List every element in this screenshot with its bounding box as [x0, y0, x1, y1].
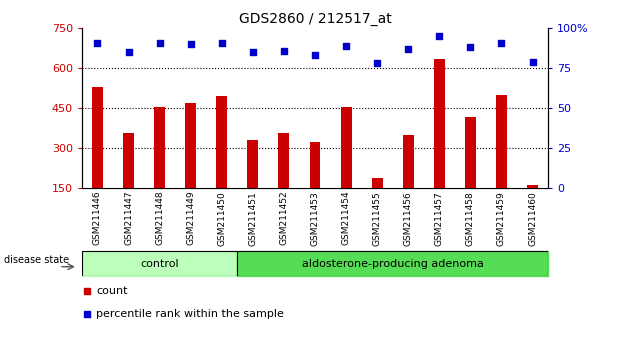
Point [310, 53, 320, 58]
Bar [185, 103, 196, 188]
Text: aldosterone-producing adenoma: aldosterone-producing adenoma [302, 259, 484, 269]
Bar [123, 133, 134, 188]
Bar [527, 185, 538, 188]
Point [403, 46, 413, 52]
Bar [434, 59, 445, 188]
Bar [238, 251, 548, 276]
Text: GSM211447: GSM211447 [124, 191, 133, 245]
Bar [154, 107, 165, 188]
Bar [465, 117, 476, 188]
Bar [82, 251, 238, 276]
Bar [248, 140, 258, 188]
Point [496, 40, 507, 46]
Text: GSM211457: GSM211457 [435, 191, 444, 246]
Text: GSM211452: GSM211452 [280, 191, 289, 245]
Title: GDS2860 / 212517_at: GDS2860 / 212517_at [239, 12, 391, 26]
Bar [403, 135, 414, 188]
Point [186, 41, 196, 47]
Text: GSM211448: GSM211448 [155, 191, 164, 245]
Point [217, 40, 227, 46]
Point [527, 59, 537, 65]
Point [434, 34, 444, 39]
Point [93, 40, 103, 46]
Bar [309, 143, 321, 188]
Text: GSM211446: GSM211446 [93, 191, 102, 245]
Text: GSM211456: GSM211456 [404, 191, 413, 246]
Text: GSM211455: GSM211455 [373, 191, 382, 246]
Bar [278, 133, 289, 188]
Text: GSM211459: GSM211459 [497, 191, 506, 246]
Bar [496, 95, 507, 188]
Point [154, 40, 164, 46]
Text: GSM211449: GSM211449 [186, 191, 195, 245]
Text: GSM211458: GSM211458 [466, 191, 475, 246]
Bar [372, 178, 382, 188]
Text: percentile rank within the sample: percentile rank within the sample [96, 309, 284, 319]
Point [372, 61, 382, 66]
Bar [216, 96, 227, 188]
Point [236, 195, 246, 201]
Text: GSM211454: GSM211454 [341, 191, 350, 245]
Text: GSM211451: GSM211451 [248, 191, 257, 246]
Text: count: count [96, 286, 127, 296]
Point [466, 45, 476, 50]
Bar [92, 87, 103, 188]
Text: GSM211453: GSM211453 [311, 191, 319, 246]
Text: GSM211460: GSM211460 [528, 191, 537, 246]
Point [248, 50, 258, 55]
Text: control: control [140, 259, 179, 269]
Point [341, 43, 351, 49]
Bar [341, 107, 352, 188]
Text: disease state: disease state [4, 255, 69, 265]
Text: GSM211450: GSM211450 [217, 191, 226, 246]
Point [279, 48, 289, 53]
Point [123, 50, 134, 55]
